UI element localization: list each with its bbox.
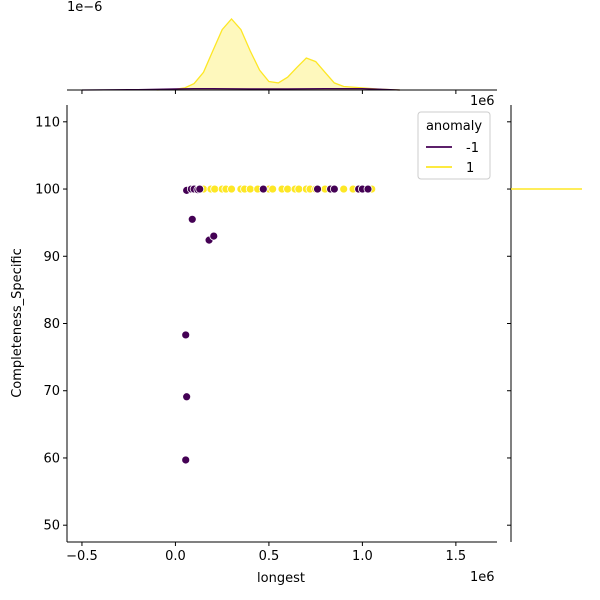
scatter-point [313,184,322,194]
legend: anomaly -1 1 [417,111,491,180]
y-tick-label: 100 [35,183,60,198]
right-marginal-density [507,105,582,542]
y-tick-label: 80 [43,317,60,332]
top-density-line-neg1 [81,87,400,91]
x-tick-label: 1.5 [446,549,467,564]
scatter-point [181,330,191,340]
scatter-point [182,392,192,402]
scatter-point [187,214,197,224]
y-tick-label: 110 [35,115,60,130]
y-tick-label: 90 [43,250,60,265]
scatter-point [339,184,349,194]
top-marginal-offset-label: 1e−6 [67,0,102,15]
scatter-point [283,184,293,194]
x-axis-label: longest [257,571,305,586]
scatter-point [363,184,373,194]
top-marginal-density: 1e−6 [67,0,497,94]
main-scatter-axes: −0.5 0.0 0.5 1.0 1.5 50 60 70 80 90 100 110 1e6 1e… [10,94,497,586]
scatter-point [210,184,220,194]
legend-title: anomaly [426,119,482,134]
x-tick-label: −0.5 [66,549,98,564]
y-axis-label: Completeness_Specific [10,248,25,398]
y-tick-label: 50 [43,519,60,534]
scatter-series-1 [191,184,377,194]
x-offset-label-bottom: 1e6 [470,570,495,585]
scatter-point [268,184,278,194]
top-density-line-1 [156,18,400,91]
scatter-point [227,184,236,194]
scatter-point [294,184,304,194]
y-tick-label: 70 [43,384,60,399]
x-tick-label: 0.0 [165,549,186,564]
scatter-point [209,231,219,241]
legend-label-1: 1 [466,161,474,176]
legend-frame [417,111,491,180]
scatter-point [181,455,191,465]
x-tick-label: 0.5 [259,549,280,564]
x-tick-label: 1.0 [352,549,373,564]
scatter-point [245,184,255,194]
x-offset-label-top: 1e6 [470,94,495,109]
y-tick-label: 60 [43,451,60,466]
scatter-point [195,184,205,194]
scatter-point [329,184,339,194]
scatter-series-neg1 [181,184,373,465]
legend-label-neg1: -1 [466,141,479,156]
top-density-fill-1 [156,19,400,90]
scatter-point [258,184,268,194]
